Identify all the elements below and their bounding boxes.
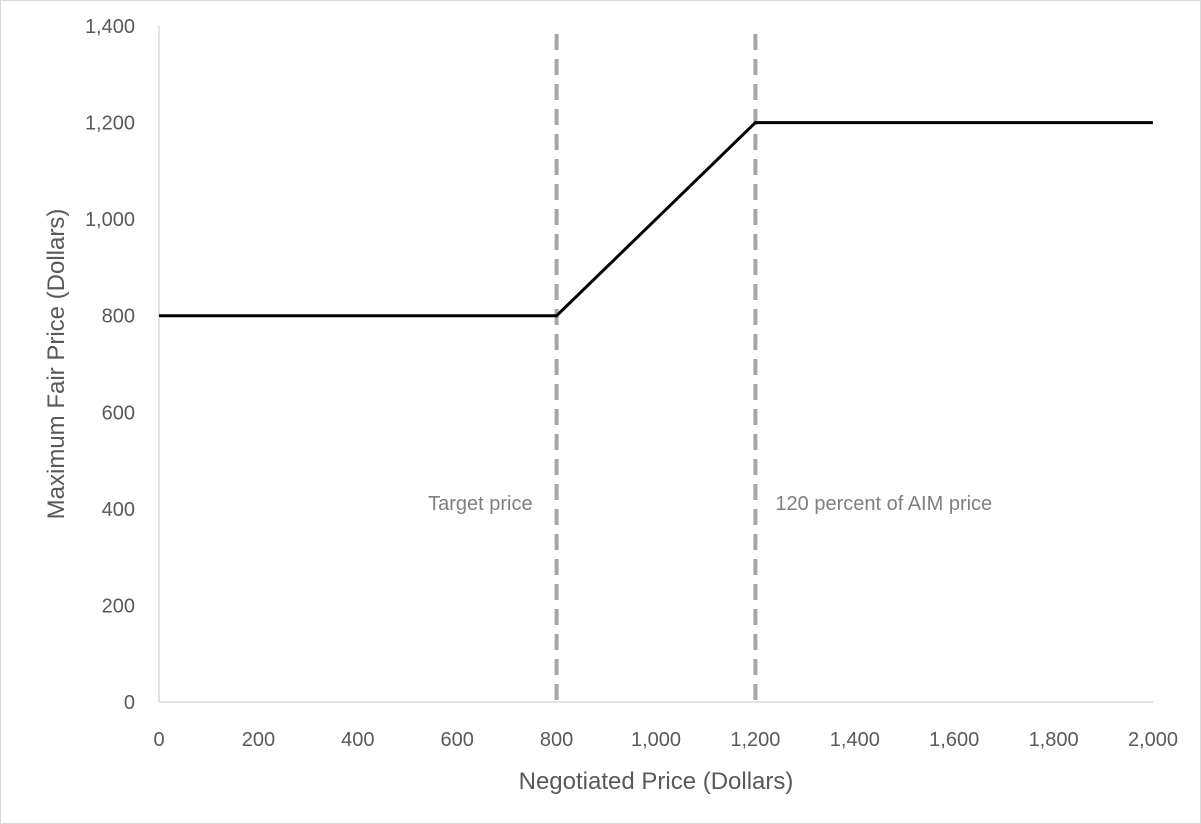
y-tick-label: 600 [102, 402, 135, 424]
y-tick-label: 800 [102, 306, 135, 328]
series-line [159, 121, 1153, 318]
x-tick-label: 2,000 [1128, 729, 1178, 751]
y-tick-label: 0 [124, 692, 135, 714]
y-tick-label: 1,200 [85, 113, 135, 135]
reference-lines: Target price 120 percent of AIM price [428, 34, 992, 702]
y-tick-label: 400 [102, 499, 135, 521]
x-tick-label: 1,600 [929, 729, 979, 751]
x-tick-label: 1,200 [730, 729, 780, 751]
axes [158, 26, 1153, 703]
x-tick-label: 200 [242, 729, 275, 751]
y-tick-label: 1,000 [85, 209, 135, 231]
y-tick-label: 1,400 [85, 16, 135, 38]
tick-labels: 0 200 400 600 800 1,000 1,200 1,400 1,600 1,800 2,… [85, 16, 1178, 751]
x-tick-label: 1,000 [631, 729, 681, 751]
reference-line-label: 120 percent of AIM price [775, 493, 992, 515]
x-axis-title: Negotiated Price (Dollars) [519, 768, 794, 795]
series-layer [159, 121, 1153, 318]
x-tick-label: 400 [341, 729, 374, 751]
x-tick-label: 1,400 [830, 729, 880, 751]
x-tick-label: 600 [441, 729, 474, 751]
x-tick-label: 800 [540, 729, 573, 751]
x-tick-label: 1,800 [1029, 729, 1079, 751]
y-axis-title: Maximum Fair Price (Dollars) [43, 209, 70, 520]
y-tick-label: 200 [102, 595, 135, 617]
reference-line-label: Target price [428, 493, 533, 515]
x-tick-label: 0 [153, 729, 164, 751]
